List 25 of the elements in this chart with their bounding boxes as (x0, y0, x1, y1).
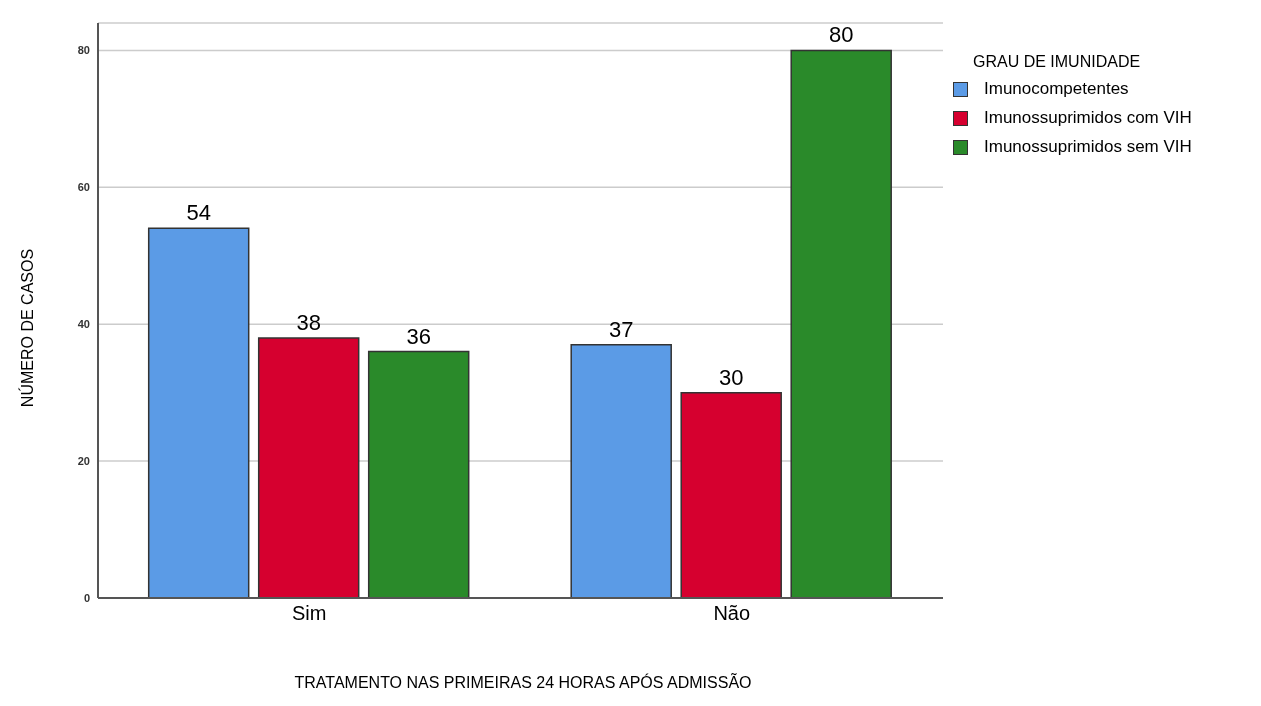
data-label: 36 (406, 323, 431, 349)
y-tick-label: 80 (77, 44, 90, 57)
y-tick-label: 0 (83, 591, 90, 604)
bar (570, 343, 672, 598)
x-tick-label: Não (713, 602, 751, 625)
data-label: 30 (718, 364, 744, 390)
y-tick-label: 20 (77, 455, 90, 467)
bar (367, 350, 470, 598)
data-label: 38 (296, 309, 321, 335)
data-label: 54 (186, 200, 211, 226)
legend-title: GRAU DE IMUNIDADE (973, 53, 1142, 71)
bar (680, 391, 782, 598)
data-label: 37 (608, 316, 634, 342)
bar (790, 49, 892, 598)
data-label: 80 (828, 22, 854, 48)
y-axis-title: NÚMERO DE CASOS (19, 248, 37, 408)
x-tick-label: Sim (292, 602, 327, 625)
legend-label: Imunossuprimidos com VIH (984, 108, 1192, 128)
y-tick-label: 40 (77, 318, 90, 331)
y-tick-label: 60 (77, 181, 90, 194)
legend-label: Imunossuprimidos sem VIH (984, 137, 1192, 157)
legend-label: Imunocompetentes (984, 79, 1129, 99)
bar (147, 227, 250, 598)
x-axis-title: TRATAMENTO NAS PRIMEIRAS 24 HORAS APÓS ADMISSÃO (294, 674, 752, 692)
bar (257, 337, 360, 598)
